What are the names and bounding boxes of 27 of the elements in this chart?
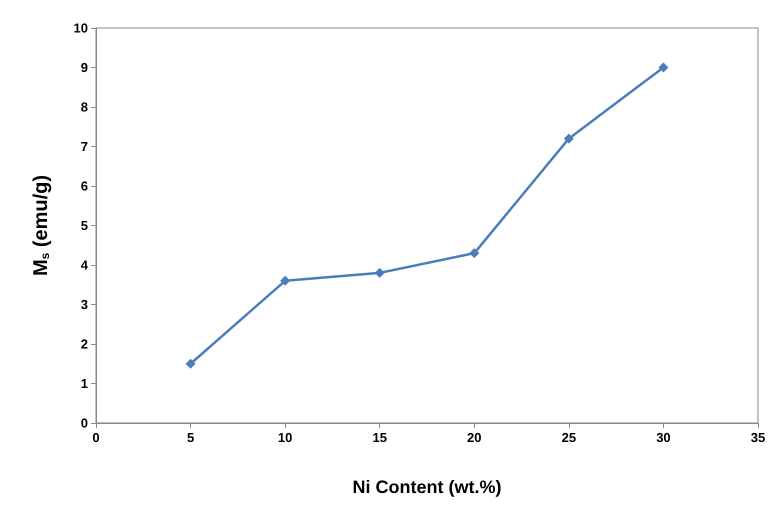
x-tick-label: 25 xyxy=(562,430,576,445)
point xyxy=(564,134,574,144)
y-tick-label: 5 xyxy=(80,218,88,233)
x-tick-label: 10 xyxy=(278,430,292,445)
x-tick-label: 35 xyxy=(750,430,766,445)
y-axis-title: Ms (emu/g) xyxy=(30,174,52,276)
point xyxy=(186,358,196,369)
y-tick-label: 9 xyxy=(80,60,88,75)
y-tick-label: 0 xyxy=(80,416,88,430)
x-tick-label: 20 xyxy=(467,430,482,445)
y-tick-label: 10 xyxy=(74,20,88,36)
y-tick-label: 3 xyxy=(80,297,88,312)
point xyxy=(374,268,385,278)
x-axis-title: Ni Content (wt.%) xyxy=(352,477,502,497)
point xyxy=(658,62,668,72)
point xyxy=(469,248,480,258)
y-tick-label: 8 xyxy=(80,100,88,114)
y-tick-label: 1 xyxy=(80,376,88,391)
y-tick-label: 7 xyxy=(80,139,88,154)
x-tick-label: 0 xyxy=(92,430,100,445)
y-tick-label: 4 xyxy=(80,258,89,272)
x-tick-label: 5 xyxy=(186,430,194,445)
point xyxy=(280,276,290,286)
x-tick-label: 30 xyxy=(656,430,671,445)
y-tick-label: 6 xyxy=(80,178,88,194)
x-tick-label: 15 xyxy=(372,430,387,445)
y-tick-label: 2 xyxy=(80,336,88,352)
